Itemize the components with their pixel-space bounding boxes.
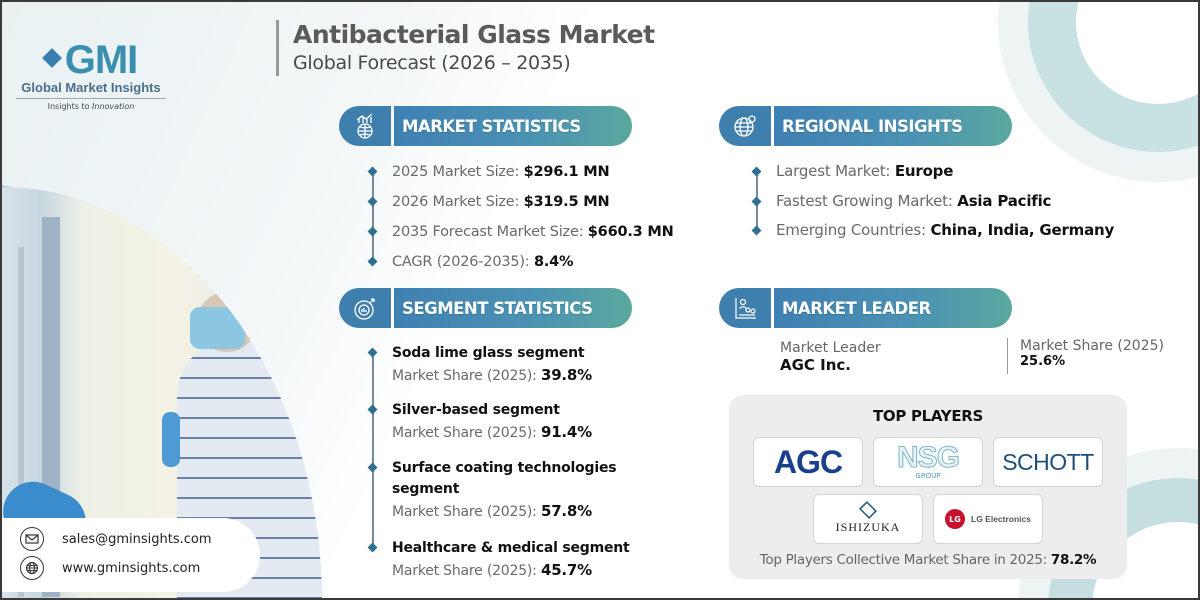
segment-item: Silver-based segment Market Share (2025)…	[368, 400, 630, 458]
segment-statistics-header: SEGMENT STATISTICS	[339, 288, 632, 328]
nsg-group-logo: NSG GROUP	[873, 437, 983, 487]
market-leader-share-label: Market Share (2025)	[1020, 338, 1164, 354]
title-block: Antibacterial Glass Market Global Foreca…	[276, 20, 655, 76]
segment-item: Soda lime glass segment Market Share (20…	[368, 343, 630, 400]
stat-2026-market-size: 2026 Market Size: $319.5 MN	[368, 187, 674, 217]
page-title: Antibacterial Glass Market	[293, 20, 655, 49]
regional-insights-header: REGIONAL INSIGHTS	[719, 106, 1012, 146]
stat-cagr: CAGR (2026-2035): 8.4%	[368, 247, 674, 277]
market-leader-label: Market Leader	[780, 340, 881, 356]
emerging-countries: Emerging Countries: China, India, German…	[752, 216, 1114, 246]
logo-name: Global Market Insights	[16, 80, 166, 99]
ishizuka-logo: ISHIZUKA	[813, 494, 923, 544]
envelope-icon	[20, 527, 44, 551]
globe-icon	[20, 556, 44, 580]
market-statistics-list: 2025 Market Size: $296.1 MN 2026 Market …	[368, 157, 674, 277]
leader-chart-icon	[719, 288, 771, 328]
market-leader-share: Market Share (2025) 25.6%	[1007, 338, 1164, 374]
regional-insights-list: Largest Market: Europe Fastest Growing M…	[752, 157, 1114, 246]
lg-electronics-logo: LG LG Electronics	[933, 494, 1043, 544]
website-link[interactable]: www.gminsights.com	[62, 560, 201, 576]
segment-statistics-list: Soda lime glass segment Market Share (20…	[368, 343, 630, 588]
largest-market: Largest Market: Europe	[752, 157, 1114, 187]
market-leader-title: MARKET LEADER	[774, 288, 1012, 328]
top-players-title: TOP PLAYERS	[872, 407, 984, 425]
stat-2035-forecast: 2035 Forecast Market Size: $660.3 MN	[368, 217, 674, 247]
lg-mark-icon: LG	[945, 509, 965, 529]
gmi-logo: GMI Global Market Insights Insights to I…	[16, 40, 166, 111]
agc-logo: AGC	[753, 437, 863, 487]
regional-insights-title: REGIONAL INSIGHTS	[774, 106, 1012, 146]
market-leader-header: MARKET LEADER	[719, 288, 1012, 328]
contact-website[interactable]: www.gminsights.com	[20, 556, 200, 580]
contact-card: sales@gminsights.com www.gminsights.com	[2, 518, 260, 592]
logo-tagline: Insights to Innovation	[47, 102, 135, 111]
chart-globe-icon	[339, 106, 391, 146]
globe-pin-icon	[719, 106, 771, 146]
top-players-panel: TOP PLAYERS AGC NSG GROUP SCHOTT ISHIZUK…	[729, 395, 1127, 579]
logo-mark: GMI	[16, 40, 166, 80]
segment-item: Surface coating technologies segment Mar…	[368, 458, 628, 538]
ishizuka-mark-icon	[858, 500, 878, 520]
market-statistics-title: MARKET STATISTICS	[394, 106, 632, 146]
segment-statistics-title: SEGMENT STATISTICS	[394, 288, 632, 328]
page-subtitle: Global Forecast (2026 – 2035)	[293, 52, 571, 74]
segment-item: Healthcare & medical segment Market Shar…	[368, 538, 630, 588]
market-statistics-header: MARKET STATISTICS	[339, 106, 632, 146]
schott-logo: SCHOTT	[993, 437, 1103, 487]
market-leader-name: AGC Inc.	[780, 356, 852, 374]
stat-2025-market-size: 2025 Market Size: $296.1 MN	[368, 157, 674, 187]
fastest-growing-market: Fastest Growing Market: Asia Pacific	[752, 187, 1114, 217]
pie-chart-icon	[339, 288, 391, 328]
market-leader-info: Market Leader AGC Inc.	[780, 340, 881, 374]
market-leader-share-value: 25.6%	[1020, 354, 1066, 369]
top-players-collective-share: Top Players Collective Market Share in 2…	[759, 552, 1097, 568]
contact-email[interactable]: sales@gminsights.com	[20, 527, 212, 551]
email-link[interactable]: sales@gminsights.com	[62, 531, 212, 547]
